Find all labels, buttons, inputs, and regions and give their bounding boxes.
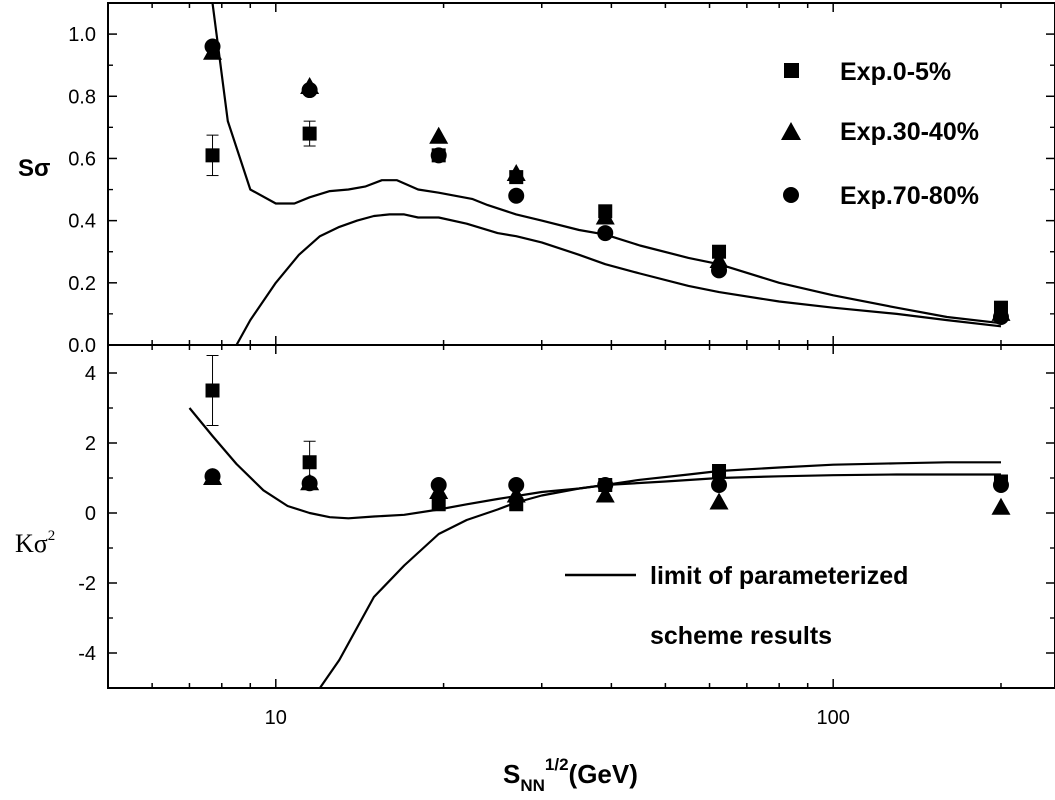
legend-label-30-40: Exp.30-40% bbox=[840, 118, 979, 146]
bottom-marker-triangle-5 bbox=[709, 492, 729, 510]
bottom-ytick-label-2: 0 bbox=[85, 503, 96, 525]
bottom-plot-frame bbox=[107, 344, 1055, 689]
annotation-line-2: scheme results bbox=[650, 622, 832, 650]
bottom-marker-circle-3 bbox=[508, 477, 525, 493]
legend-label-0-5: Exp.0-5% bbox=[840, 58, 951, 86]
bottom-marker-square-2 bbox=[431, 497, 446, 512]
curve-annotation: limit of parameterized scheme results bbox=[565, 562, 908, 650]
bottom-marker-circle-2 bbox=[430, 477, 447, 493]
top-marker-triangle-2 bbox=[429, 126, 449, 144]
bottom-marker-triangle-6 bbox=[991, 497, 1011, 515]
bottom-ytick-label-0: -4 bbox=[78, 643, 96, 665]
legend: Exp.0-5% Exp.30-40% Exp.70-80% bbox=[781, 58, 979, 210]
annotation-line-1: limit of parameterized bbox=[650, 562, 908, 590]
bottom-xtick-label-0: 10 bbox=[265, 707, 287, 729]
top-model-curve-1 bbox=[235, 213, 1002, 345]
bottom-marker-triangle-3 bbox=[506, 485, 526, 503]
top-ytick-label-3: 0.6 bbox=[68, 148, 96, 170]
bottom-marker-circle-1 bbox=[301, 475, 318, 492]
bottom-curves bbox=[188, 407, 1001, 688]
top-marker-square-0 bbox=[205, 148, 220, 163]
bottom-marker-circle-5 bbox=[711, 477, 728, 493]
top-ytick-label-2: 0.4 bbox=[68, 211, 96, 233]
top-marker-circle-5 bbox=[711, 262, 728, 279]
top-marker-circle-2 bbox=[430, 147, 447, 164]
bottom-marker-circle-6 bbox=[992, 477, 1009, 493]
legend-square-marker bbox=[784, 63, 799, 78]
top-marker-triangle-3 bbox=[506, 164, 526, 181]
bottom-ytick-label-4: 4 bbox=[85, 363, 96, 385]
legend-triangle-marker bbox=[781, 122, 801, 140]
bottom-xtick-label-1: 100 bbox=[817, 707, 850, 729]
bottom-marker-square-0 bbox=[205, 383, 220, 398]
top-ytick-label-5: 1.0 bbox=[68, 24, 96, 46]
bottom-marker-circle-4 bbox=[597, 477, 614, 493]
top-marker-triangle-5 bbox=[709, 251, 729, 269]
bottom-model-curve-0 bbox=[188, 407, 1001, 520]
x-axis-label: SNN1/2(GeV) bbox=[503, 755, 638, 795]
top-ytick-label-1: 0.2 bbox=[68, 273, 96, 295]
top-model-curve-0 bbox=[211, 3, 1002, 325]
bottom-marker-square-1 bbox=[302, 455, 317, 470]
bottom-ytick-label-3: 2 bbox=[85, 433, 96, 455]
bottom-model-curve-1 bbox=[318, 461, 1001, 688]
top-marker-circle-1 bbox=[301, 82, 318, 99]
bottom-ytick-label-1: -2 bbox=[78, 573, 96, 595]
bottom-ylabel: Kσ2 bbox=[15, 528, 55, 558]
top-ytick-label-0: 0.0 bbox=[68, 335, 96, 357]
legend-label-70-80: Exp.70-80% bbox=[840, 182, 979, 210]
top-marker-circle-6 bbox=[992, 309, 1009, 326]
top-marker-circle-0 bbox=[204, 38, 221, 55]
top-ylabel: Sσ bbox=[18, 155, 50, 182]
top-curves bbox=[211, 3, 1002, 345]
bottom-marker-square-5 bbox=[712, 464, 727, 478]
bottom-marker-circle-0 bbox=[204, 468, 221, 485]
bottom-panel: -4 -2 0 2 4 10 100 bbox=[78, 344, 1055, 729]
top-marker-circle-4 bbox=[597, 225, 614, 242]
top-plot-frame bbox=[107, 2, 1055, 346]
legend-circle-marker bbox=[783, 187, 799, 203]
bottom-marker-triangle-4 bbox=[595, 485, 615, 503]
top-panel: 0.0 0.2 0.4 0.6 0.8 1.0 bbox=[68, 2, 1055, 357]
top-marker-circle-3 bbox=[508, 187, 525, 204]
top-ytick-label-4: 0.8 bbox=[68, 86, 96, 108]
top-marker-triangle-4 bbox=[595, 207, 615, 225]
top-marker-square-1 bbox=[302, 126, 317, 141]
